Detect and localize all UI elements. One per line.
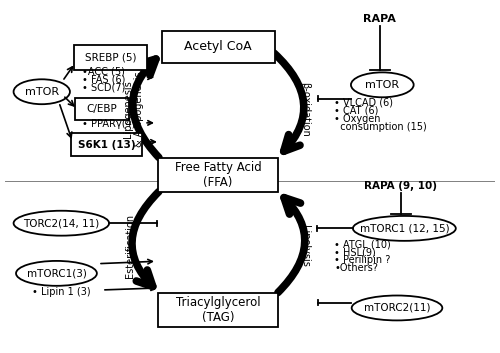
FancyBboxPatch shape <box>158 158 278 192</box>
Ellipse shape <box>14 79 70 104</box>
Text: C/EBP: C/EBP <box>86 104 118 114</box>
Text: •Others?: •Others? <box>334 263 378 273</box>
Text: • SCD(7): • SCD(7) <box>82 83 126 92</box>
Text: Esterification: Esterification <box>125 214 135 278</box>
Text: • FAS (6): • FAS (6) <box>82 74 126 85</box>
Text: • CAT (6): • CAT (6) <box>334 105 378 115</box>
Text: RAPA (9, 10): RAPA (9, 10) <box>364 181 438 191</box>
FancyBboxPatch shape <box>74 45 147 70</box>
FancyBboxPatch shape <box>72 133 142 156</box>
Text: • ATGL (10): • ATGL (10) <box>334 240 391 250</box>
Text: • VLCAD (6): • VLCAD (6) <box>334 97 394 107</box>
Text: SREBP (5): SREBP (5) <box>84 52 136 62</box>
Ellipse shape <box>14 211 109 236</box>
Text: consumption (15): consumption (15) <box>334 122 427 132</box>
Ellipse shape <box>353 216 456 241</box>
Text: • HSL(9): • HSL(9) <box>334 247 376 258</box>
Text: mTORC2(11): mTORC2(11) <box>364 303 430 313</box>
Text: mTOR: mTOR <box>365 80 400 90</box>
Text: RAPA: RAPA <box>364 14 396 24</box>
FancyBboxPatch shape <box>75 98 129 120</box>
Text: Acetyl CoA: Acetyl CoA <box>184 40 252 53</box>
Ellipse shape <box>16 261 97 286</box>
Ellipse shape <box>351 72 414 97</box>
Text: Lipogenesis
& Adipogenesis: Lipogenesis & Adipogenesis <box>122 71 144 147</box>
Text: β-oxidation: β-oxidation <box>300 82 310 137</box>
Ellipse shape <box>352 295 442 321</box>
Text: • Perilipin ?: • Perilipin ? <box>334 255 390 265</box>
Text: mTOR: mTOR <box>24 87 59 97</box>
Text: Lipolysis: Lipolysis <box>300 225 310 267</box>
Text: Free Fatty Acid
(FFA): Free Fatty Acid (FFA) <box>175 161 262 189</box>
Text: • Lipin 1 (3): • Lipin 1 (3) <box>32 287 90 297</box>
Text: S6K1 (13): S6K1 (13) <box>78 140 136 150</box>
Text: • Oxygen: • Oxygen <box>334 114 381 124</box>
Text: •ACC (5): •ACC (5) <box>82 67 125 77</box>
Text: mTORC1 (12, 15): mTORC1 (12, 15) <box>360 223 449 233</box>
Text: Triacylglycerol
(TAG): Triacylglycerol (TAG) <box>176 296 260 324</box>
FancyBboxPatch shape <box>162 31 274 63</box>
Text: mTORC1(3): mTORC1(3) <box>26 268 86 279</box>
Text: TORC2(14, 11): TORC2(14, 11) <box>23 218 100 228</box>
Text: • PPARγ(4): • PPARγ(4) <box>82 119 136 129</box>
FancyBboxPatch shape <box>158 293 278 327</box>
